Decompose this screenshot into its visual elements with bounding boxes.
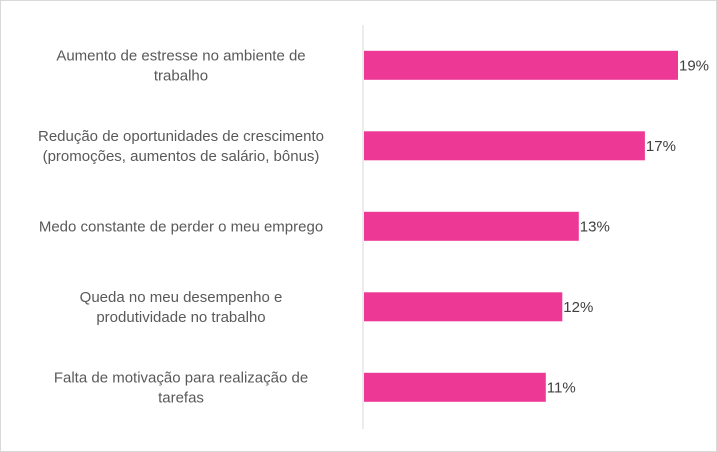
category-label-1-line-0: Redução de oportunidades de crescimento <box>38 128 324 145</box>
value-label-2: 13% <box>580 218 610 235</box>
value-label-4: 11% <box>547 379 576 396</box>
category-label-3: Queda no meu desempenho e produtividade n… <box>80 289 283 326</box>
category-label-2-line-0: Medo constante de perder o meu emprego <box>39 218 323 235</box>
category-label-0-line-0: Aumento de estresse no ambiente de <box>56 47 305 64</box>
bar-4 <box>364 372 546 402</box>
category-label-2: Medo constante de perder o meu emprego <box>39 218 323 235</box>
value-label-0: 19% <box>679 57 709 74</box>
bar-0 <box>364 50 678 80</box>
category-label-0: Aumento de estresse no ambiente de trabal… <box>56 47 305 84</box>
category-label-0-line-1: trabalho <box>154 67 208 84</box>
bar-1 <box>364 131 645 161</box>
category-label-3-line-1: produtividade no trabalho <box>96 309 265 326</box>
bar-3 <box>364 292 563 322</box>
value-label-1: 17% <box>646 138 676 155</box>
category-label-4-line-0: Falta de motivação para realização de <box>54 369 308 386</box>
bars-layer <box>364 50 678 402</box>
value-label-3: 12% <box>563 299 593 316</box>
category-label-3-line-0: Queda no meu desempenho e <box>80 289 283 306</box>
category-label-1: Redução de oportunidades de crescimento (… <box>38 128 324 165</box>
category-label-4-line-1: tarefas <box>158 389 204 406</box>
category-label-4: Falta de motivação para realização de tar… <box>54 369 308 406</box>
bar-2 <box>364 211 579 241</box>
category-label-1-line-1: (promoções, aumentos de salário, bônus) <box>43 148 320 165</box>
labels-layer: 19% Aumento de estresse no ambiente de tra… <box>38 47 709 406</box>
